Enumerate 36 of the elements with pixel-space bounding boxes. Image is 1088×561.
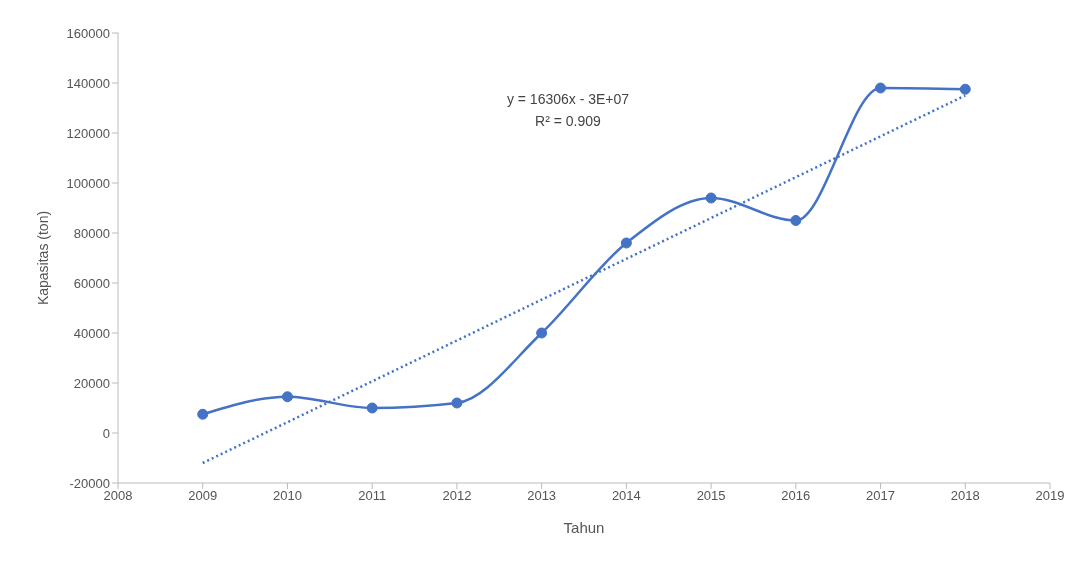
- point: [536, 327, 548, 339]
- point: [620, 237, 632, 249]
- y-tick-label: 0: [102, 425, 110, 441]
- annotation: R² = 0.909: [534, 112, 602, 131]
- y-tick-label: -20000: [69, 475, 110, 491]
- x-axis-title: Tahun: [563, 519, 605, 536]
- x-tick-label: 2015: [696, 488, 726, 504]
- x-tick-label: 2012: [442, 488, 472, 504]
- x-tick-label: 2013: [527, 488, 557, 504]
- y-tick-label: 80000: [73, 225, 110, 241]
- point: [366, 402, 378, 414]
- y-tick-label: 120000: [66, 125, 110, 141]
- point: [281, 391, 293, 403]
- point: [875, 82, 887, 94]
- x-tick-label: 2019: [1035, 488, 1065, 504]
- y-tick-label: 40000: [73, 325, 110, 341]
- x-tick-label: 2009: [188, 488, 218, 504]
- point: [197, 408, 209, 420]
- x-tick-label: 2014: [611, 488, 641, 504]
- annotation: y = 16306x - 3E+07: [505, 90, 631, 109]
- y-tick-label: 140000: [66, 75, 110, 91]
- y-tick-label: 160000: [66, 25, 110, 41]
- x-tick-label: 2016: [781, 488, 811, 504]
- x-tick-label: 2018: [950, 488, 980, 504]
- point: [451, 397, 463, 409]
- x-tick-label: 2010: [272, 488, 302, 504]
- x-tick-label: 2008: [103, 488, 133, 504]
- x-tick-label: 2017: [866, 488, 896, 504]
- y-axis-title: Kapasitas (ton): [34, 210, 51, 306]
- y-tick-label: 20000: [73, 375, 110, 391]
- point: [959, 83, 971, 95]
- point: [705, 192, 717, 204]
- point: [790, 215, 802, 226]
- y-tick-label: 60000: [73, 275, 110, 291]
- y-tick-label: 100000: [66, 175, 110, 191]
- x-tick-label: 2011: [358, 488, 387, 504]
